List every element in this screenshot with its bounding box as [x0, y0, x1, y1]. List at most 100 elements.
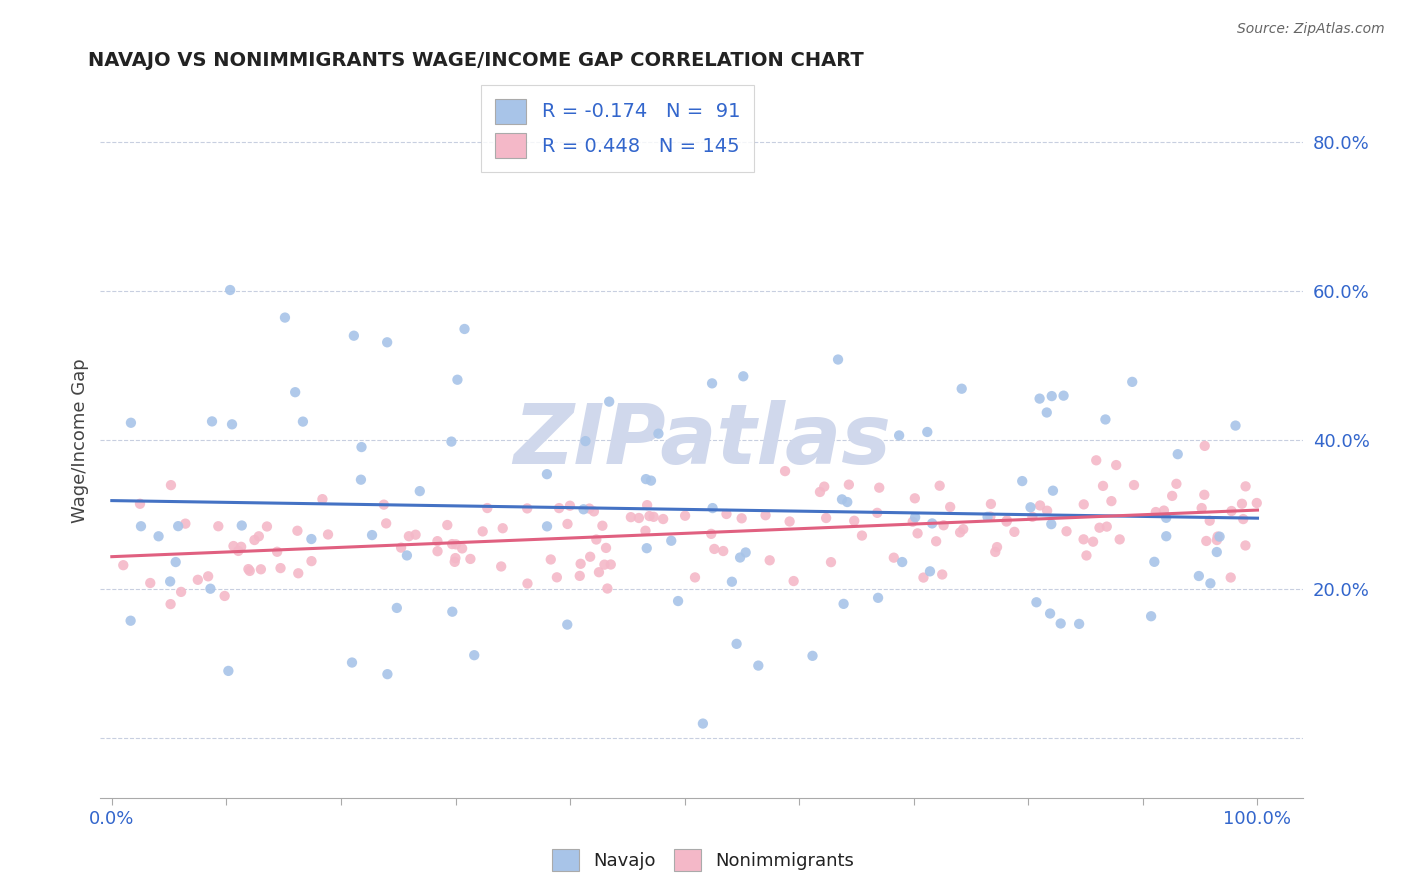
Point [1234, 479, 1257, 493]
Point [1069, 616, 1091, 631]
Point [904, 491, 927, 506]
Point [640, 474, 662, 488]
Point [1206, 529, 1229, 543]
Point [516, 501, 538, 516]
Point [426, 534, 449, 549]
Point [426, 544, 449, 558]
Point [711, 544, 734, 558]
Point [120, 614, 142, 628]
Point [1021, 509, 1043, 524]
Point [1019, 500, 1042, 515]
Point [1144, 505, 1167, 519]
Point [627, 511, 650, 525]
Point [1042, 483, 1064, 498]
Point [1167, 447, 1189, 461]
Point [918, 565, 941, 579]
Point [221, 417, 243, 432]
Point [1194, 439, 1216, 453]
Point [901, 515, 924, 529]
Point [820, 555, 842, 569]
Point [395, 549, 418, 563]
Point [728, 550, 751, 565]
Point [385, 601, 408, 615]
Point [1166, 476, 1188, 491]
Point [1143, 555, 1166, 569]
Point [837, 495, 859, 509]
Point [980, 497, 1002, 511]
Legend: Navajo, Nonimmigrants: Navajo, Nonimmigrants [544, 842, 862, 879]
Point [572, 502, 595, 516]
Point [239, 564, 262, 578]
Point [683, 570, 706, 584]
Point [868, 481, 890, 495]
Point [1052, 389, 1074, 403]
Point [148, 529, 170, 543]
Point [350, 440, 373, 454]
Point [647, 426, 669, 441]
Point [250, 562, 273, 576]
Point [1035, 405, 1057, 419]
Point [773, 464, 796, 478]
Point [361, 528, 384, 542]
Point [721, 574, 744, 589]
Point [266, 545, 288, 559]
Point [1040, 389, 1063, 403]
Point [582, 504, 605, 518]
Point [568, 569, 591, 583]
Point [700, 376, 723, 391]
Point [441, 605, 464, 619]
Point [398, 529, 420, 543]
Point [891, 555, 914, 569]
Point [1219, 570, 1241, 584]
Point [921, 516, 943, 531]
Point [159, 574, 181, 589]
Point [832, 597, 855, 611]
Point [1208, 530, 1230, 544]
Point [1198, 514, 1220, 528]
Point [702, 501, 724, 516]
Point [231, 518, 253, 533]
Point [598, 394, 620, 409]
Point [588, 566, 610, 580]
Point [887, 428, 910, 442]
Point [574, 434, 596, 449]
Point [950, 382, 973, 396]
Point [1220, 504, 1243, 518]
Point [243, 533, 266, 547]
Point [112, 558, 135, 573]
Point [634, 472, 657, 486]
Point [389, 541, 412, 555]
Point [231, 540, 253, 554]
Point [548, 501, 571, 516]
Point [754, 508, 776, 523]
Point [1232, 512, 1254, 526]
Point [734, 545, 756, 559]
Point [443, 555, 465, 569]
Point [222, 539, 245, 553]
Point [1040, 517, 1063, 532]
Legend: R = -0.174   N =  91, R = 0.448   N = 145: R = -0.174 N = 91, R = 0.448 N = 145 [481, 85, 754, 172]
Point [460, 552, 482, 566]
Point [1036, 504, 1059, 518]
Point [925, 534, 948, 549]
Point [311, 492, 333, 507]
Point [932, 518, 955, 533]
Point [1025, 595, 1047, 609]
Point [1095, 519, 1118, 533]
Point [593, 558, 616, 572]
Point [299, 532, 322, 546]
Point [1205, 545, 1227, 559]
Point [444, 551, 467, 566]
Point [703, 541, 725, 556]
Point [160, 478, 183, 492]
Point [451, 541, 474, 556]
Point [492, 521, 515, 535]
Y-axis label: Wage/Income Gap: Wage/Income Gap [72, 358, 89, 523]
Point [256, 519, 278, 533]
Point [1049, 616, 1071, 631]
Point [1195, 533, 1218, 548]
Point [827, 352, 849, 367]
Point [343, 328, 366, 343]
Point [1123, 478, 1146, 492]
Point [596, 582, 619, 596]
